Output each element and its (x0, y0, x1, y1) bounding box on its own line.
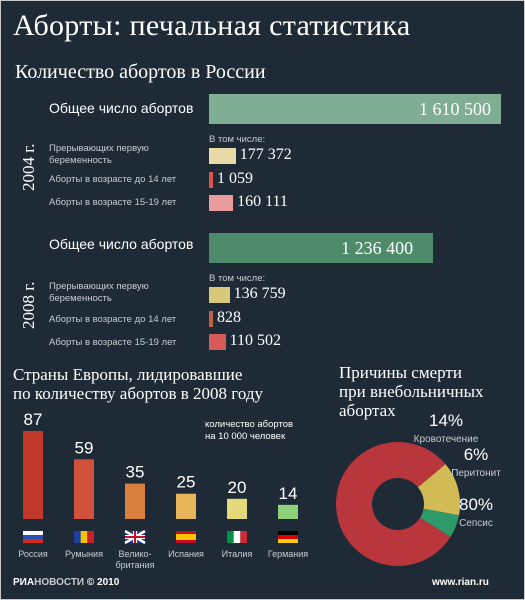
europe-bar-2 (125, 483, 145, 519)
row-label-2008-first: Прерывающих первую беременность (49, 281, 149, 304)
total-value-2008: 1 236 400 (341, 238, 414, 258)
donut-name-label-1: Перитонит (451, 468, 501, 479)
value-2004-under14: 1 059 (217, 170, 253, 187)
brand-novosti: НОВОСТИ (34, 577, 85, 588)
donut-pct-label-0: 14% (429, 411, 463, 430)
europe-country-label: Испания (168, 549, 204, 559)
including-label-2008: В том числе: (209, 273, 266, 284)
europe-bar-0 (23, 431, 43, 519)
causes-title-line2: при внебольничных (339, 382, 484, 401)
europe-bar-1 (74, 459, 94, 519)
europe-note-line2: на 10 000 человек (205, 431, 286, 442)
europe-value-label: 14 (279, 484, 298, 503)
donut-name-label-0: Кровотечение (414, 434, 479, 445)
footer-url[interactable]: www.rian.ru (432, 577, 489, 588)
europe-country-label: Велико-британия (115, 549, 154, 570)
donut-slice-1 (420, 508, 459, 537)
row-label-2004-under14: Аборты в возрасте до 14 лет (49, 174, 177, 185)
total-label-2004: Общее число абортов (49, 100, 194, 116)
europe-section-title-line1: Страны Европы, лидировавшие (13, 365, 243, 384)
donut-slice-2 (336, 442, 451, 566)
europe-country-label: Россия (18, 549, 48, 559)
value-2008-15-19: 110 502 (229, 332, 282, 349)
uk-flag-icon (124, 529, 146, 545)
bar-2004-15-19 (209, 195, 234, 211)
total-value-2004: 1 610 500 (419, 99, 491, 119)
donut-pct-label-1: 6% (464, 445, 489, 464)
year-label-2008: 2008 г. (19, 281, 38, 329)
bar-2008-15-19 (209, 334, 226, 350)
causes-title-line1: Причины смерти (339, 363, 462, 382)
row-label-2008-under14: Аборты в возрасте до 14 лет (49, 314, 177, 325)
europe-country-label: Румыния (65, 549, 103, 559)
europe-value-label: 59 (75, 438, 94, 457)
footer-credit: РИАНОВОСТИ © 2010 (13, 577, 119, 588)
bar-2004-under14 (209, 172, 213, 188)
value-2008-under14: 828 (217, 309, 241, 326)
value-2004-first: 177 372 (239, 146, 292, 163)
europe-chart: 87 Россия 59 Румыния 35 Велико-британия 25 Испа… (18, 410, 308, 570)
page-title: Аборты: печальная статистика (13, 9, 411, 42)
value-2008-first: 136 759 (233, 285, 286, 302)
total-bar-2004 (209, 94, 501, 124)
europe-bar-5 (278, 504, 298, 519)
bar-2004-first-pregnancy (209, 148, 236, 164)
year-label-2004: 2004 г. (19, 143, 38, 191)
copyright: © 2010 (86, 577, 120, 588)
italy-flag-icon (227, 531, 247, 543)
value-2004-15-19: 160 111 (237, 193, 288, 210)
europe-bar-4 (227, 498, 247, 519)
europe-value-label: 25 (177, 473, 196, 492)
europe-value-label: 87 (24, 410, 43, 429)
europe-bar-3 (176, 493, 196, 519)
europe-note-line1: количество абортов (205, 419, 294, 430)
donut-pct-label-2: 80% (459, 495, 493, 514)
spain-flag-icon (176, 531, 196, 543)
total-label-2008: Общее число абортов (49, 236, 194, 252)
bar-2008-under14 (209, 311, 213, 327)
brand-ria: РИА (13, 577, 35, 588)
russia-section-title: Количество абортов в России (15, 61, 266, 83)
donut-name-label-2: Сепсис (459, 518, 493, 529)
europe-section-title-line2: по количеству абортов в 2008 году (13, 384, 263, 403)
causes-title-line3: абортах (339, 401, 396, 420)
europe-country-label: Германия (268, 549, 308, 559)
bar-2008-first-pregnancy (209, 287, 230, 303)
europe-value-label: 35 (126, 463, 145, 482)
including-label-2004: В том числе: (209, 134, 266, 145)
europe-value-label: 20 (228, 478, 247, 497)
row-label-2004-first: Прерывающих первую беременность (49, 143, 149, 166)
total-bar-2008 (209, 233, 434, 263)
row-label-2008-15-19: Аборты в возрасте 15-19 лет (49, 337, 177, 348)
row-label-2004-15-19: Аборты в возрасте 15-19 лет (49, 197, 177, 208)
romania-flag-icon (74, 531, 94, 543)
russia-flag-icon (23, 531, 43, 543)
donut-slice-0 (417, 464, 460, 516)
europe-country-label: Италия (222, 549, 253, 559)
germany-flag-icon (278, 531, 298, 543)
